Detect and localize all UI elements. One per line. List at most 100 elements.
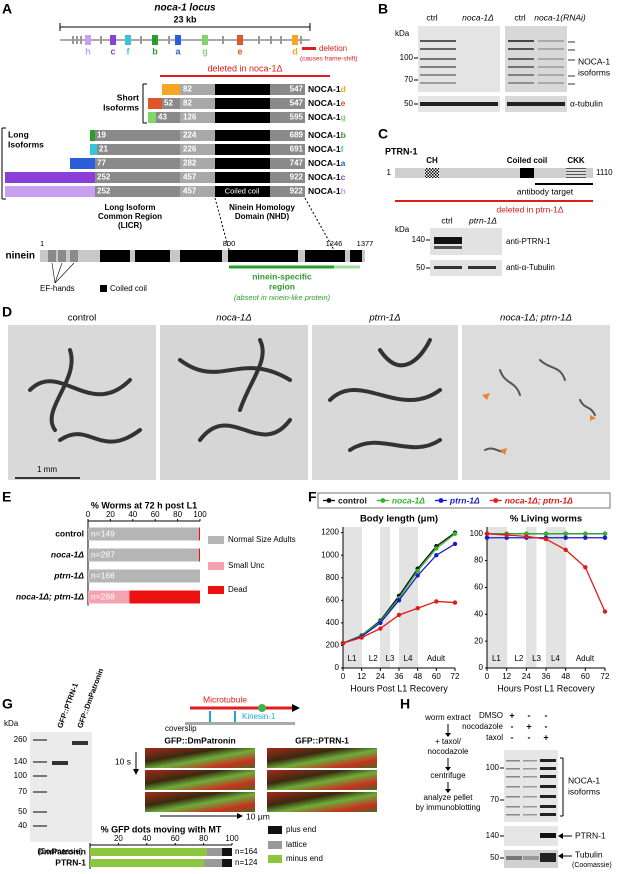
ladder-label: 50 [416,263,425,272]
isoform-start [148,112,156,123]
licr-label: Long Isoform [104,203,155,212]
stage-band [525,527,537,668]
ladder-band [33,761,47,763]
band [468,266,496,269]
isoform-tail [270,84,305,95]
legend-marker [326,498,332,503]
isoform-licr [95,186,180,197]
x-tick-label: 60 [581,672,590,681]
dead-worm-arrows [482,393,596,455]
isoform-name: NOCA-1 [308,172,341,182]
ladder-band [33,825,47,827]
antibody-label: antibody target [517,186,574,196]
band [540,833,556,838]
point [415,606,420,611]
residue-label: 126 [183,113,197,122]
bar-segment [129,590,200,604]
isoform-licr [97,144,180,155]
panel-letter: F [308,489,317,505]
ladder-label: 100 [486,763,500,772]
x-tick-label: 72 [601,672,610,681]
exon [100,36,102,44]
panel-letter: C [378,126,388,142]
exon [80,36,82,44]
x-tick-label: 100 [193,510,207,519]
stage-band [487,527,508,668]
legend-swatch [100,285,107,292]
legend-marker [380,498,386,503]
residue-label: 457 [183,173,197,182]
exon [258,36,260,44]
band [506,856,522,860]
legend-marker [493,498,499,503]
ef-hand [58,250,66,262]
residue-label: 922 [290,187,304,196]
n-label: n=287 [91,549,115,559]
residue-label: 691 [290,145,304,154]
kymograph [267,792,377,812]
n-label: n=124 [235,858,258,867]
ch-domain [425,168,439,178]
blot [504,826,558,846]
bar-segment [206,848,223,856]
isoform-start [5,172,95,183]
y-tick-label: 0 [479,663,484,672]
arrowhead [237,813,243,819]
exon [125,35,131,45]
arrowhead [445,789,451,793]
x-tick-label: 0 [341,672,346,681]
x-tick-label: 24 [522,672,531,681]
category-label: noca-1Δ [51,549,84,559]
point [434,546,439,551]
band [523,786,537,788]
y-tick-label: 40 [474,609,483,618]
group-label: Long [8,129,29,139]
isoform-linker [180,158,215,169]
exon [168,36,170,44]
micrograph [312,325,458,480]
isoform-linker [180,172,215,183]
x-tick-label: 72 [451,672,460,681]
chart-title: % Worms at 72 h post L1 [91,500,197,510]
point [543,536,549,542]
exon [85,35,91,45]
coiled-coil [305,250,345,262]
point [452,541,458,547]
ladder-label: 100 [14,771,28,780]
band [434,246,462,249]
band [508,66,534,68]
dotted [214,197,230,251]
condition-label: ptrn-1Δ [368,313,400,324]
ladder-label: 40 [18,821,27,830]
ladder-label: 140 [14,757,28,766]
isoform-nhd [215,112,270,123]
point [434,599,439,604]
group-label: Isoforms [8,139,44,149]
arrowhead [445,767,451,771]
isoform-suffix: d [341,84,346,94]
band [523,796,537,798]
point [583,565,588,570]
band [508,48,534,50]
lane-label: noca-1(RNAi) [534,12,586,22]
treatment-label: nocodazole [462,722,503,731]
band [506,786,520,788]
legend-swatch [268,841,282,849]
isoform-name: NOCA-1 [308,130,341,140]
blot [430,260,502,276]
nhd-label: Domain (NHD) [235,212,290,221]
bar-segment [90,848,207,856]
bar-segment [203,859,223,867]
micrograph [462,325,610,480]
isoform-licr [156,112,180,123]
coiled-coil [520,168,534,178]
panel-letter: B [378,1,388,17]
arrowhead [558,853,563,859]
target-label: NOCA-1 [578,56,610,66]
treatment-mark: - [545,721,548,731]
chart-title: % GFP dots moving with MT [101,824,222,834]
ladder-label: 70 [18,787,27,796]
legend-swatch [208,562,224,570]
band [508,58,534,60]
step-label: by immunoblotting [416,803,481,812]
